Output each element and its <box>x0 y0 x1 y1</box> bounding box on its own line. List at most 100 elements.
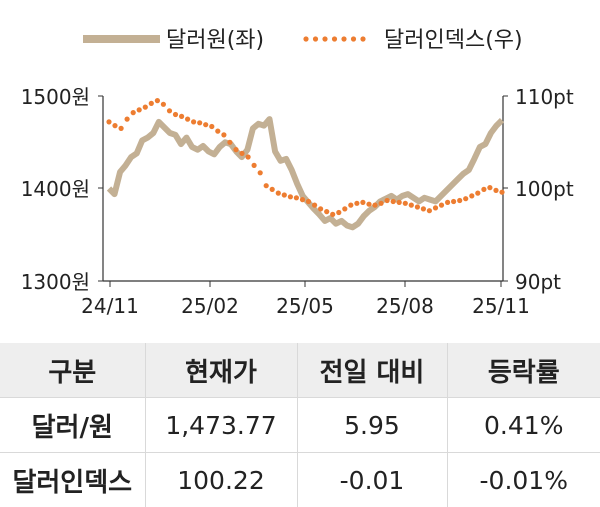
data-point <box>409 203 414 208</box>
legend-label-usdkrw: 달러원(좌) <box>166 28 264 53</box>
data-point <box>233 147 238 152</box>
data-point <box>106 119 111 124</box>
data-point <box>421 206 426 211</box>
data-point <box>215 129 220 134</box>
data-point <box>487 185 492 190</box>
data-point <box>403 201 408 206</box>
left-y-tick-labels: 1500원 1400원 1300원 <box>21 85 90 294</box>
legend: 달러원(좌) 달러인덱스(우) <box>83 28 523 53</box>
data-point <box>294 195 299 200</box>
data-point <box>155 98 160 103</box>
data-point <box>258 170 263 175</box>
data-point <box>264 183 269 188</box>
header-current-price: 현재가 <box>145 343 297 398</box>
data-point <box>209 124 214 129</box>
table-row: 달러/원 1,473.77 5.95 0.41% <box>0 398 600 453</box>
data-point <box>282 192 287 197</box>
data-point <box>499 190 504 195</box>
data-point <box>379 201 384 206</box>
legend-label-dxy: 달러인덱스(우) <box>384 28 523 53</box>
data-point <box>312 203 317 208</box>
data-point <box>300 197 305 202</box>
data-point <box>276 191 281 196</box>
cell-change-rate: 0.41% <box>447 398 600 453</box>
data-point <box>221 132 226 137</box>
cell-current-price: 1,473.77 <box>145 398 297 453</box>
quote-table: 구분 현재가 전일 대비 등락률 달러/원 1,473.77 5.95 0.41… <box>0 343 600 507</box>
data-point <box>475 191 480 196</box>
series-layer <box>106 98 504 227</box>
fx-chart: 달러원(좌) 달러인덱스(우) 1500원 1400원 1300원 110pt … <box>0 0 600 336</box>
data-point <box>336 210 341 215</box>
data-point <box>197 120 202 125</box>
data-point <box>125 117 130 122</box>
data-point <box>391 199 396 204</box>
data-point <box>372 203 377 208</box>
legend-dot <box>322 36 327 41</box>
header-row: 구분 현재가 전일 대비 등락률 <box>0 343 600 398</box>
data-point <box>143 105 148 110</box>
left-y-tick-label: 1300원 <box>21 270 90 294</box>
data-point <box>481 187 486 192</box>
data-point <box>354 201 359 206</box>
x-tick-label: 25/05 <box>276 294 334 318</box>
header-category: 구분 <box>0 343 145 398</box>
data-point <box>415 204 420 209</box>
x-tick-labels: 24/11 25/02 25/05 25/08 25/11 <box>81 294 530 318</box>
data-point <box>457 198 462 203</box>
data-point <box>318 206 323 211</box>
data-point <box>360 200 365 205</box>
data-point <box>366 202 371 207</box>
right-y-tick-labels: 110pt 100pt 90pt <box>515 85 574 294</box>
legend-dot <box>313 36 318 41</box>
data-point <box>203 122 208 127</box>
x-tick-label: 24/11 <box>81 294 139 318</box>
data-point <box>246 154 251 159</box>
data-point <box>119 126 124 131</box>
data-point <box>167 108 172 113</box>
data-point <box>173 112 178 117</box>
cell-change-rate: -0.01% <box>447 453 600 507</box>
data-point <box>463 196 468 201</box>
data-point <box>191 119 196 124</box>
x-tick-label: 25/08 <box>376 294 434 318</box>
data-point <box>185 117 190 122</box>
data-point <box>149 101 154 106</box>
table-row: 달러인덱스 100.22 -0.01 -0.01% <box>0 453 600 507</box>
data-point <box>324 209 329 214</box>
data-point <box>439 203 444 208</box>
data-point <box>348 203 353 208</box>
right-y-tick-label: 110pt <box>515 85 574 109</box>
data-point <box>161 102 166 107</box>
data-point <box>131 110 136 115</box>
data-point <box>397 200 402 205</box>
cell-change: 5.95 <box>297 398 447 453</box>
data-point <box>306 199 311 204</box>
data-point <box>451 199 456 204</box>
legend-dot <box>332 36 337 41</box>
legend-dot <box>351 36 356 41</box>
data-point <box>385 198 390 203</box>
row-label: 달러/원 <box>0 398 145 453</box>
data-point <box>469 193 474 198</box>
row-label: 달러인덱스 <box>0 453 145 507</box>
x-tick-label: 25/11 <box>472 294 530 318</box>
cell-current-price: 100.22 <box>145 453 297 507</box>
data-point <box>288 194 293 199</box>
data-point <box>112 123 117 128</box>
data-point <box>227 140 232 145</box>
right-y-tick-label: 100pt <box>515 177 574 201</box>
quote-table-header: 구분 현재가 전일 대비 등락률 <box>0 343 600 398</box>
left-y-tick-label: 1500원 <box>21 85 90 109</box>
legend-dot <box>303 36 308 41</box>
cell-change: -0.01 <box>297 453 447 507</box>
data-point <box>427 208 432 213</box>
data-point <box>179 114 184 119</box>
legend-dot <box>360 36 365 41</box>
series-line-usdkrw <box>109 119 502 227</box>
data-point <box>433 205 438 210</box>
data-point <box>330 212 335 217</box>
data-point <box>239 151 244 156</box>
header-change: 전일 대비 <box>297 343 447 398</box>
legend-swatch-dxy <box>303 36 365 41</box>
